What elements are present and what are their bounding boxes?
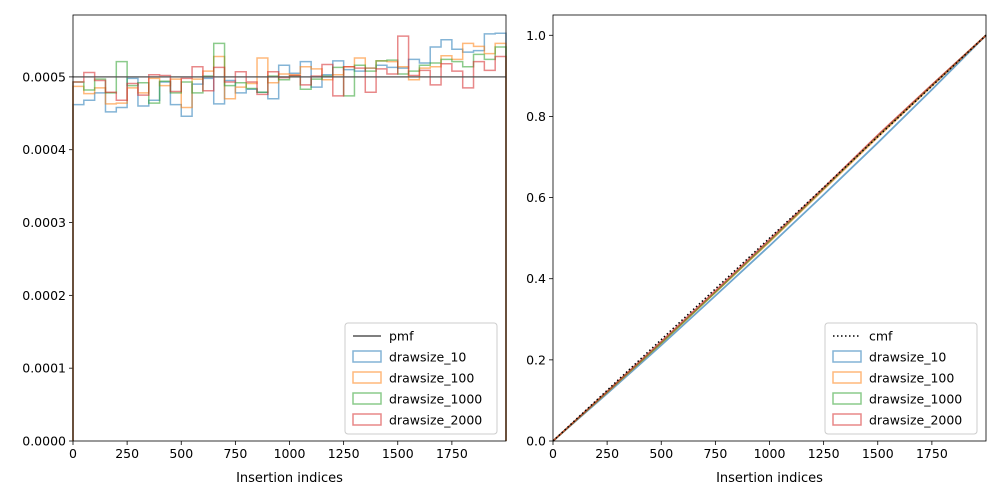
y-tick-label: 1.0: [526, 28, 546, 43]
x-tick-label: 0: [69, 446, 77, 461]
x-tick-label: 1000: [274, 446, 306, 461]
legend-drawsize_10-label: drawsize_10: [389, 350, 466, 365]
legend-drawsize_100-label: drawsize_100: [869, 371, 954, 386]
legend-drawsize_1000-label: drawsize_1000: [869, 392, 962, 407]
y-tick-label: 0.0002: [22, 288, 66, 303]
x-tick-label: 0: [549, 446, 557, 461]
y-tick-label: 0.8: [526, 109, 546, 124]
x-tick-label: 1500: [862, 446, 894, 461]
legend-drawsize_100-swatch: [832, 371, 862, 384]
cmf-line: [552, 34, 987, 442]
legend-drawsize_2000-label: drawsize_2000: [869, 413, 962, 428]
histogram-panel: 0 250 500 750 1000 1250 1500 1750 0.0000 0.0001 0.…: [22, 14, 507, 486]
x-tick-label: 1750: [436, 446, 468, 461]
x-tick-label: 1000: [754, 446, 786, 461]
legend-drawsize_2000-swatch: [352, 413, 382, 426]
legend-drawsize_100-swatch: [352, 371, 382, 384]
cumulative-drawsize_10: [552, 34, 987, 442]
plot-frame: [72, 14, 507, 442]
x-tick-label: 750: [703, 446, 727, 461]
x-axis-label: Insertion indices: [236, 471, 343, 486]
legend-drawsize_2000-swatch: [832, 413, 862, 426]
y-tick-label: 0.0005: [22, 69, 66, 84]
legend-drawsize_10-label: drawsize_10: [869, 350, 946, 365]
histogram-drawsize_100: [72, 42, 507, 441]
y-tick-label: 0.4: [526, 271, 546, 286]
x-tick-label: 250: [115, 446, 139, 461]
x-tick-label: 750: [223, 446, 247, 461]
legend-cmf-label: cmf: [869, 329, 893, 344]
x-tick-label: 250: [595, 446, 619, 461]
plot-frame: [552, 14, 987, 442]
legend-drawsize_10-swatch: [832, 350, 862, 363]
x-tick-label: 1250: [328, 446, 360, 461]
y-tick-label: 0.0000: [22, 434, 66, 449]
y-tick-label: 0.0: [526, 434, 546, 449]
cumulative-drawsize_2000: [552, 34, 987, 442]
x-tick-label: 1250: [808, 446, 840, 461]
y-tick-label: 0.0004: [22, 142, 66, 157]
x-tick-label: 500: [649, 446, 673, 461]
legend-drawsize_1000-swatch: [352, 392, 382, 405]
y-tick-label: 0.2: [526, 352, 546, 367]
legend-drawsize_2000-label: drawsize_2000: [389, 413, 482, 428]
legend-drawsize_1000-label: drawsize_1000: [389, 392, 482, 407]
y-tick-label: 0.0001: [22, 361, 66, 376]
x-axis-label: Insertion indices: [716, 471, 823, 486]
x-tick-label: 1750: [916, 446, 948, 461]
legend-drawsize_1000-swatch: [832, 392, 862, 405]
legend-drawsize_10-swatch: [352, 350, 382, 363]
histogram-drawsize_10: [72, 32, 507, 441]
legend-box: [824, 322, 978, 435]
x-tick-label: 500: [169, 446, 193, 461]
y-tick-label: 0.6: [526, 190, 546, 205]
legend-box: [344, 322, 498, 435]
y-tick-label: 0.0003: [22, 215, 66, 230]
legend-drawsize_100-label: drawsize_100: [389, 371, 474, 386]
x-tick-label: 1500: [382, 446, 414, 461]
cumulative-panel: 0 250 500 750 1000 1250 1500 1750 0.0 0.2 0.4 0.6 0.…: [526, 14, 987, 486]
legend-pmf-label: pmf: [389, 329, 414, 344]
